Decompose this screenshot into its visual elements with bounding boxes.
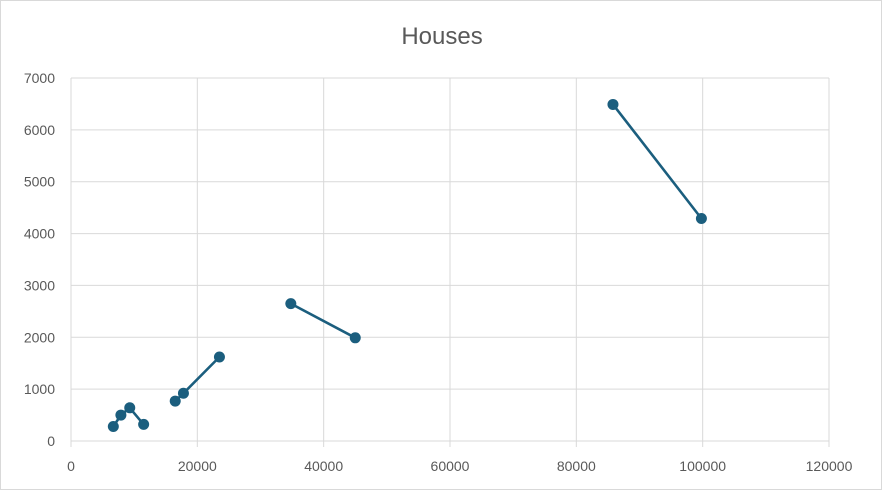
data-point — [107, 420, 119, 432]
y-tick-label: 1000 — [24, 381, 55, 397]
y-tick-label: 4000 — [24, 226, 55, 242]
x-tick-label: 40000 — [304, 458, 343, 474]
data-point — [138, 418, 150, 430]
axes — [70, 440, 830, 447]
series-line — [112, 405, 145, 428]
x-tick-label: 60000 — [431, 458, 470, 474]
series-segment-3 — [285, 298, 361, 344]
x-tick-label: 0 — [67, 458, 75, 474]
data-point — [695, 213, 707, 225]
data-point — [169, 395, 181, 407]
data-point — [349, 332, 361, 344]
y-tick-label: 2000 — [24, 329, 55, 345]
series-line — [289, 302, 357, 340]
grid-lines — [70, 77, 830, 441]
y-tick-label: 7000 — [24, 70, 55, 86]
x-tick-label: 120000 — [806, 458, 853, 474]
y-tick-label: 3000 — [24, 277, 55, 293]
data-point — [213, 351, 225, 363]
y-tick-label: 5000 — [24, 174, 55, 190]
x-tick-label: 20000 — [178, 458, 217, 474]
x-tick-label: 80000 — [557, 458, 596, 474]
data-point — [115, 409, 127, 421]
series-segment-4 — [607, 98, 707, 225]
data-point — [124, 402, 136, 414]
x-tick-label: 100000 — [679, 458, 726, 474]
data-point — [285, 298, 297, 310]
tick-labels: 0 1000 2000 3000 4000 5000 6000 7000 0 20000 40000… — [24, 70, 853, 474]
series-segment-1 — [107, 402, 150, 432]
data-point — [607, 98, 619, 110]
data-point — [177, 387, 189, 399]
y-tick-label: 6000 — [24, 122, 55, 138]
y-tick-label: 0 — [47, 433, 55, 449]
series-segment-2 — [169, 351, 225, 407]
series-line — [611, 103, 703, 220]
chart-title: Houses — [401, 23, 482, 50]
data-series — [107, 98, 707, 432]
